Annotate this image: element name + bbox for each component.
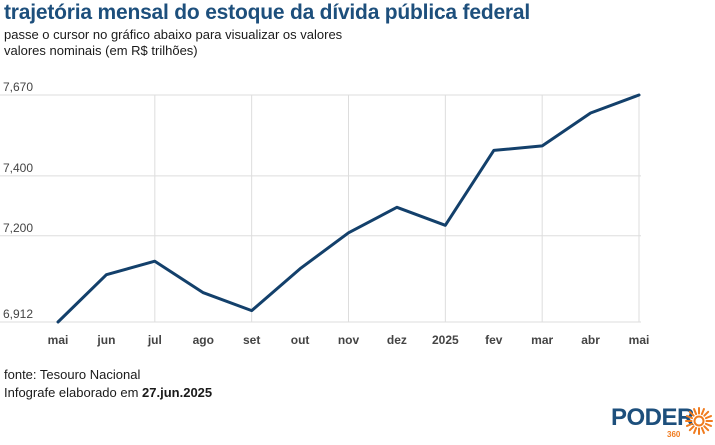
poder360-logo[interactable]: PODER 360	[611, 402, 715, 442]
data-point	[197, 287, 209, 299]
data-point	[585, 107, 597, 119]
data-point	[294, 263, 306, 275]
subtitle-instruction: passe o cursor no gráfico abaixo para vi…	[4, 27, 343, 42]
y-tick-label: 7,400	[3, 161, 33, 175]
x-tick-label: mai	[48, 333, 69, 347]
data-point	[488, 144, 500, 156]
credit-date: 27.jun.2025	[142, 385, 213, 400]
footer: fonte: Tesouro Nacional Infografe elabor…	[4, 366, 212, 402]
logo-wordmark: PODER	[611, 404, 694, 431]
data-point	[246, 305, 258, 317]
page-title: trajetória mensal do estoque da dívida p…	[4, 1, 531, 24]
y-tick-label: 7,200	[3, 221, 33, 235]
x-tick-label: out	[291, 333, 310, 347]
logo-sub: 360	[667, 430, 681, 439]
subtitle: passe o cursor no gráfico abaixo para vi…	[4, 27, 342, 59]
data-point	[149, 255, 161, 267]
x-tick-label: ago	[193, 333, 214, 347]
data-point	[343, 227, 355, 239]
series-line	[56, 93, 641, 324]
x-tick-label: jul	[147, 333, 162, 347]
x-tick-label: set	[243, 333, 260, 347]
x-tick-label: mai	[629, 333, 650, 347]
line-chart[interactable]: 6,912 7,200 7,400 7,670 mai jun jul ago set out no…	[0, 70, 715, 360]
x-tick-label: dez	[387, 333, 407, 347]
credit-note: Infografe elaborado em 27.jun.2025	[4, 384, 212, 402]
data-point	[633, 89, 645, 101]
x-tick-label: abr	[581, 333, 600, 347]
sun-burst-icon	[685, 407, 713, 435]
data-point	[52, 316, 64, 328]
y-tick-label: 6,912	[3, 307, 33, 321]
subtitle-units: valores nominais (em R$ trilhões)	[4, 43, 198, 58]
data-point	[439, 219, 451, 231]
source-note: fonte: Tesouro Nacional	[4, 367, 141, 382]
data-point	[536, 140, 548, 152]
x-tick-label: 2025	[432, 333, 459, 347]
y-tick-label: 7,670	[3, 80, 33, 94]
x-tick-label: mar	[531, 333, 553, 347]
x-tick-label: nov	[338, 333, 360, 347]
data-point	[391, 201, 403, 213]
data-point	[100, 269, 112, 281]
credit-prefix: Infografe elaborado em	[4, 385, 143, 400]
x-tick-label: fev	[485, 333, 503, 347]
x-tick-label: jun	[96, 333, 115, 347]
